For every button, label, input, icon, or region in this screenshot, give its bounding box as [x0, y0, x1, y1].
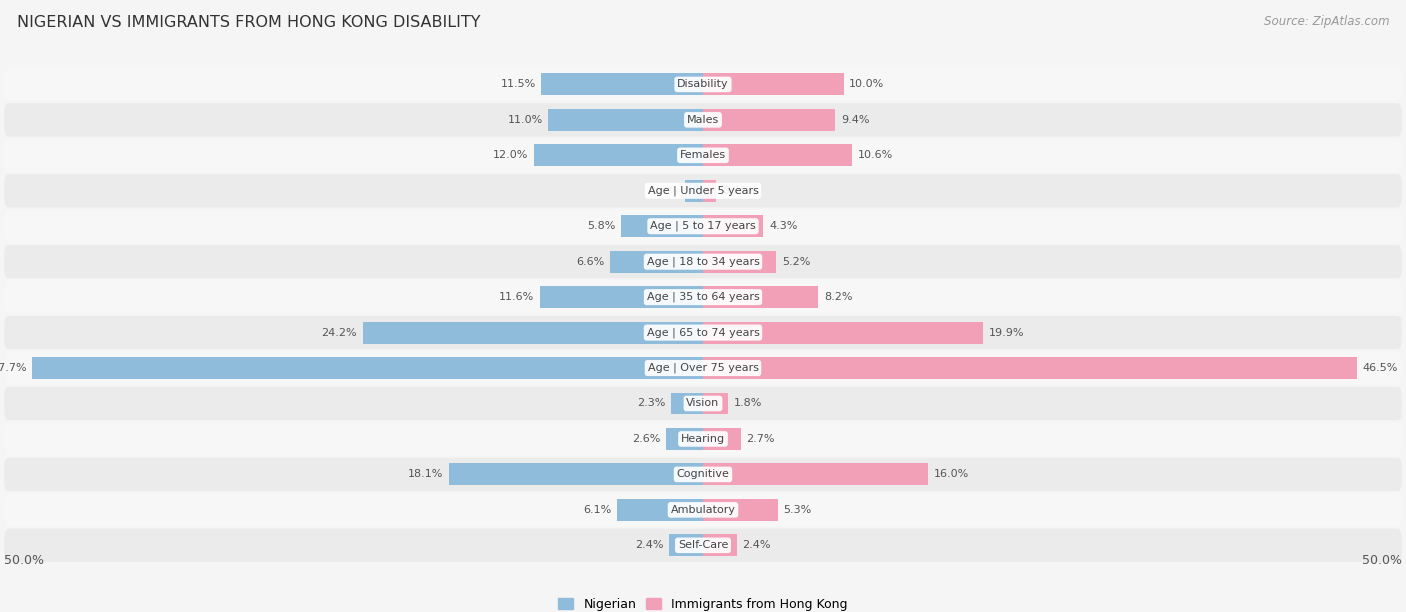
- Text: 50.0%: 50.0%: [1362, 554, 1402, 567]
- Text: 50.0%: 50.0%: [4, 554, 44, 567]
- Bar: [703, 180, 716, 202]
- Text: 6.1%: 6.1%: [583, 505, 612, 515]
- Text: 46.5%: 46.5%: [1362, 363, 1398, 373]
- Text: 2.4%: 2.4%: [742, 540, 770, 550]
- Text: 2.4%: 2.4%: [636, 540, 664, 550]
- Text: 1.8%: 1.8%: [734, 398, 762, 408]
- Text: 47.7%: 47.7%: [0, 363, 27, 373]
- Text: Self-Care: Self-Care: [678, 540, 728, 550]
- FancyBboxPatch shape: [4, 422, 1402, 455]
- Text: 18.1%: 18.1%: [408, 469, 443, 479]
- Text: Males: Males: [688, 115, 718, 125]
- Bar: [703, 392, 728, 414]
- FancyBboxPatch shape: [4, 103, 1402, 136]
- Text: Cognitive: Cognitive: [676, 469, 730, 479]
- Text: Age | Under 5 years: Age | Under 5 years: [648, 185, 758, 196]
- Text: 19.9%: 19.9%: [988, 327, 1024, 338]
- Text: Disability: Disability: [678, 80, 728, 89]
- Bar: [703, 286, 818, 308]
- Bar: [703, 144, 852, 166]
- Text: 5.3%: 5.3%: [783, 505, 811, 515]
- Text: 2.6%: 2.6%: [633, 434, 661, 444]
- Text: 1.3%: 1.3%: [651, 186, 679, 196]
- Text: Age | 18 to 34 years: Age | 18 to 34 years: [647, 256, 759, 267]
- Bar: [671, 392, 703, 414]
- Text: Age | 65 to 74 years: Age | 65 to 74 years: [647, 327, 759, 338]
- Text: 11.5%: 11.5%: [501, 80, 536, 89]
- Text: 11.0%: 11.0%: [508, 115, 543, 125]
- Text: 5.8%: 5.8%: [588, 221, 616, 231]
- Text: 12.0%: 12.0%: [494, 151, 529, 160]
- Bar: [32, 357, 703, 379]
- Bar: [703, 109, 835, 131]
- FancyBboxPatch shape: [4, 174, 1402, 207]
- Text: 16.0%: 16.0%: [934, 469, 969, 479]
- Text: Hearing: Hearing: [681, 434, 725, 444]
- Bar: [703, 251, 776, 273]
- FancyBboxPatch shape: [4, 209, 1402, 243]
- FancyBboxPatch shape: [4, 245, 1402, 278]
- Bar: [548, 109, 703, 131]
- Bar: [666, 428, 703, 450]
- Bar: [617, 499, 703, 521]
- Text: 4.3%: 4.3%: [769, 221, 797, 231]
- Bar: [703, 73, 844, 95]
- Text: 11.6%: 11.6%: [499, 292, 534, 302]
- FancyBboxPatch shape: [4, 316, 1402, 349]
- Text: 6.6%: 6.6%: [576, 256, 605, 267]
- Bar: [703, 357, 1357, 379]
- Text: Females: Females: [681, 151, 725, 160]
- Bar: [621, 215, 703, 237]
- Bar: [449, 463, 703, 485]
- Text: Source: ZipAtlas.com: Source: ZipAtlas.com: [1264, 15, 1389, 28]
- FancyBboxPatch shape: [4, 387, 1402, 420]
- Bar: [703, 215, 763, 237]
- Bar: [363, 321, 703, 343]
- FancyBboxPatch shape: [4, 280, 1402, 314]
- FancyBboxPatch shape: [4, 351, 1402, 385]
- FancyBboxPatch shape: [4, 529, 1402, 562]
- Text: Vision: Vision: [686, 398, 720, 408]
- Text: 5.2%: 5.2%: [782, 256, 810, 267]
- Bar: [703, 534, 737, 556]
- Bar: [703, 499, 778, 521]
- Bar: [703, 463, 928, 485]
- Text: Age | 5 to 17 years: Age | 5 to 17 years: [650, 221, 756, 231]
- Bar: [534, 144, 703, 166]
- FancyBboxPatch shape: [4, 493, 1402, 526]
- FancyBboxPatch shape: [4, 139, 1402, 172]
- Bar: [540, 286, 703, 308]
- Text: 2.7%: 2.7%: [747, 434, 775, 444]
- Text: 10.6%: 10.6%: [858, 151, 893, 160]
- Text: Age | 35 to 64 years: Age | 35 to 64 years: [647, 292, 759, 302]
- Bar: [703, 321, 983, 343]
- Text: 2.3%: 2.3%: [637, 398, 665, 408]
- Text: Ambulatory: Ambulatory: [671, 505, 735, 515]
- Bar: [610, 251, 703, 273]
- Text: 24.2%: 24.2%: [322, 327, 357, 338]
- Text: NIGERIAN VS IMMIGRANTS FROM HONG KONG DISABILITY: NIGERIAN VS IMMIGRANTS FROM HONG KONG DI…: [17, 15, 481, 31]
- Bar: [703, 428, 741, 450]
- Text: 9.4%: 9.4%: [841, 115, 869, 125]
- Text: Age | Over 75 years: Age | Over 75 years: [648, 363, 758, 373]
- FancyBboxPatch shape: [4, 458, 1402, 491]
- Bar: [669, 534, 703, 556]
- Text: 10.0%: 10.0%: [849, 80, 884, 89]
- Bar: [685, 180, 703, 202]
- Bar: [541, 73, 703, 95]
- FancyBboxPatch shape: [4, 68, 1402, 101]
- Text: 8.2%: 8.2%: [824, 292, 852, 302]
- Legend: Nigerian, Immigrants from Hong Kong: Nigerian, Immigrants from Hong Kong: [554, 593, 852, 612]
- Text: 0.95%: 0.95%: [723, 186, 758, 196]
